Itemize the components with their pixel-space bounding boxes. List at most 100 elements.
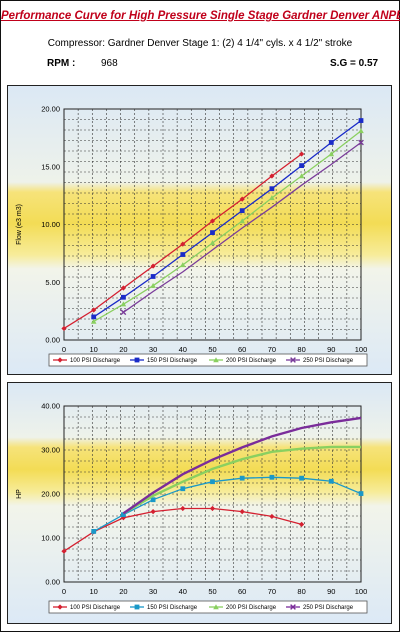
- flow-legend-swatch-marker: [57, 357, 63, 363]
- hp-legend-label: 150 PSI Discharge: [147, 605, 198, 611]
- flow-series-100-psi-discharge-point: [239, 196, 245, 202]
- hp-legend-label: 250 PSI Discharge: [303, 605, 354, 611]
- hp-legend: 100 PSI Discharge 150 PSI Discharge 200 PS…: [48, 600, 368, 614]
- flow-legend-item: 150 PSI Discharge: [130, 357, 198, 364]
- hp-y-axis-label: HP: [16, 489, 23, 499]
- hp-series-150-psi-discharge-point: [91, 529, 97, 534]
- hp-x-tick-label: 30: [149, 587, 157, 596]
- hp-legend-item: 250 PSI Discharge: [286, 604, 354, 611]
- flow-series-250-psi-discharge-line: [123, 141, 362, 313]
- hp-legend-swatch-marker: [134, 604, 140, 610]
- hp-series-150-psi-discharge-point: [358, 491, 364, 496]
- hp-series-150-psi-discharge-point: [121, 512, 126, 518]
- flow-x-tick-label: 10: [90, 345, 98, 354]
- flow-series-100-psi-discharge-point: [269, 173, 275, 179]
- flow-series-200-psi-discharge-point: [120, 301, 127, 307]
- hp-y-tick-label: 10.00: [41, 534, 60, 543]
- hp-series-200-psi-discharge: [122, 445, 361, 515]
- hp-x-tick-label: 70: [268, 587, 276, 596]
- flow-legend: 100 PSI Discharge 150 PSI Discharge 200 PS…: [48, 353, 368, 367]
- flow-series-200-psi-discharge: [90, 128, 364, 324]
- flow-chart: 0.00 5.00 10.00 15.00 20.00 0 10 20 30 40 50 60 70 80…: [7, 85, 392, 375]
- hp-series-150-psi-discharge-point: [210, 479, 215, 485]
- flow-series-200-psi-discharge-point: [298, 173, 305, 179]
- flow-legend-item: 250 PSI Discharge: [286, 357, 354, 364]
- flow-legend-box: [48, 353, 368, 367]
- hp-series-150-psi-discharge-point: [328, 478, 334, 484]
- flow-plot-area: [63, 108, 362, 341]
- hp-series-150-psi-discharge-point: [180, 486, 186, 492]
- flow-grid: [64, 109, 361, 340]
- compressor-description: Compressor: Gardner Denver Stage 1: (2) …: [47, 38, 353, 49]
- hp-legend-item: 200 PSI Discharge: [209, 604, 277, 611]
- hp-x-tick-label: 90: [327, 587, 335, 596]
- flow-legend-label: 150 PSI Discharge: [147, 358, 198, 364]
- hp-chart: 0.00 10.00 20.00 30.00 40.00 0 10 20 30 40 50 60 70 8…: [7, 382, 392, 624]
- flow-series-150-psi-discharge-point: [328, 140, 334, 145]
- hp-x-tick-label: 10: [90, 587, 98, 596]
- page-title: Performance Curve for High Pressure Sing…: [1, 10, 400, 22]
- flow-series-200-psi-discharge-point: [209, 240, 216, 246]
- flow-legend-label: 250 PSI Discharge: [303, 358, 354, 364]
- flow-series-150-psi-discharge-point: [121, 294, 126, 300]
- flow-x-tick-label: 40: [179, 345, 187, 354]
- hp-legend-item: 150 PSI Discharge: [130, 604, 198, 611]
- flow-series-250-psi-discharge-point: [358, 139, 364, 146]
- flow-x-tick-label: 60: [238, 345, 246, 354]
- hp-legend-swatch-marker: [290, 604, 296, 610]
- flow-x-tick-label: 30: [149, 345, 157, 354]
- hp-legend-item: 100 PSI Discharge: [53, 604, 121, 611]
- flow-y-tick-label: 20.00: [41, 105, 60, 114]
- hp-legend-swatch-marker: [213, 604, 219, 610]
- flow-legend-swatch-marker: [134, 357, 140, 363]
- flow-series-200-psi-discharge-point: [180, 262, 186, 268]
- flow-series-200-psi-discharge-point: [269, 195, 275, 201]
- flow-chart-svg: 0.00 5.00 10.00 15.00 20.00 0 10 20 30 40 50 60 70 80…: [7, 85, 392, 375]
- flow-series-150-psi-discharge-point: [299, 163, 304, 168]
- hp-chart-svg: 0.00 10.00 20.00 30.00 40.00 0 10 20 30 40 50 60 70 8…: [7, 382, 392, 624]
- flow-y-axis-label: Flow (e3 m3): [16, 204, 23, 245]
- rpm-value: 968: [101, 58, 118, 69]
- hp-x-tick-label: 20: [119, 587, 127, 596]
- hp-series-200-psi-discharge-line: [122, 445, 361, 515]
- hp-legend-swatch-marker: [57, 604, 63, 610]
- flow-y-tick-label: 5.00: [45, 278, 60, 287]
- hp-series-150-psi-discharge-point: [150, 497, 156, 503]
- hp-series-150-psi-discharge-point: [299, 475, 304, 481]
- hp-x-tick-label: 0: [62, 587, 66, 596]
- flow-legend-item: 200 PSI Discharge: [209, 357, 277, 364]
- flow-x-tick-label: 90: [327, 345, 335, 354]
- hp-x-tick-label: 80: [297, 587, 305, 596]
- flow-series-150-psi-discharge-point: [358, 118, 364, 123]
- hp-legend-label: 100 PSI Discharge: [70, 605, 121, 611]
- flow-y-tick-label: 0.00: [45, 336, 60, 345]
- flow-legend-swatch-marker: [213, 357, 219, 363]
- flow-series-250-psi-discharge-point: [120, 309, 127, 316]
- flow-series-150-psi-discharge-point: [91, 314, 97, 320]
- hp-series-150-psi-discharge-point: [239, 475, 245, 481]
- rpm-label: RPM :: [47, 58, 76, 69]
- flow-legend-label: 200 PSI Discharge: [226, 358, 277, 364]
- hp-series-150-psi-discharge: [91, 474, 364, 534]
- flow-y-tick-label: 10.00: [41, 220, 60, 229]
- flow-series-100-psi-discharge-point: [209, 218, 216, 224]
- flow-legend-swatch-marker: [290, 357, 296, 363]
- flow-series-150-psi-discharge-point: [180, 252, 186, 257]
- flow-series-250-psi-discharge: [120, 139, 364, 316]
- flow-legend-item: 100 PSI Discharge: [53, 357, 121, 364]
- hp-legend-box: [48, 600, 368, 614]
- flow-series-200-psi-discharge-point: [358, 128, 364, 134]
- hp-y-tick-label: 30.00: [41, 446, 60, 455]
- flow-x-tick-label: 50: [208, 345, 216, 354]
- hp-series-150-psi-discharge-point: [269, 474, 275, 480]
- flow-legend-label: 100 PSI Discharge: [70, 358, 121, 364]
- hp-x-tick-label: 50: [208, 587, 216, 596]
- hp-series-250-psi-discharge-line: [122, 416, 362, 515]
- flow-x-tick-label: 80: [297, 345, 305, 354]
- flow-series-100-psi-discharge-point: [299, 151, 305, 157]
- flow-series-150-psi-discharge-point: [269, 186, 275, 192]
- flow-x-tick-label: 70: [268, 345, 276, 354]
- flow-series-100-psi-discharge-point: [180, 241, 186, 247]
- hp-x-tick-label: 60: [238, 587, 246, 596]
